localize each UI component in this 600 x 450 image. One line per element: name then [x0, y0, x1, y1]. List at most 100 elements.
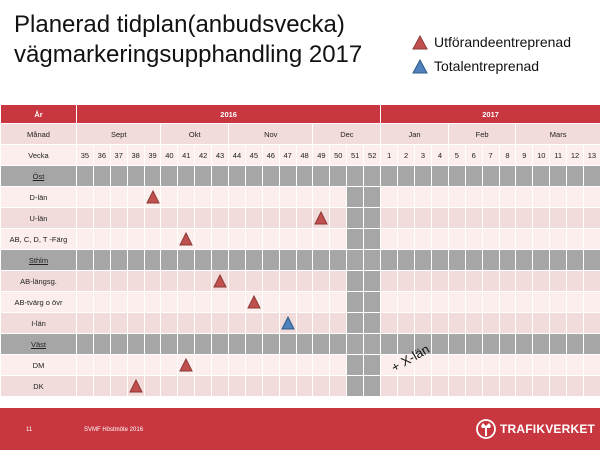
grid-cell [430, 270, 449, 292]
grid-cell [228, 312, 246, 334]
grid-cell [447, 312, 466, 334]
grid-cell [244, 228, 263, 250]
grid-cell [380, 186, 399, 208]
grid-cell [295, 333, 314, 355]
grid-cell [244, 291, 263, 313]
grid-cell [515, 249, 534, 271]
grid-cell [312, 228, 331, 250]
legend: Utförandeentreprenad Totalentreprenad [412, 30, 571, 78]
grid-cell [447, 228, 466, 250]
grid-cell [143, 291, 162, 313]
row-label: I-län [0, 312, 77, 334]
grid-cell [126, 291, 145, 313]
grid-cell [481, 333, 500, 355]
red-triangle-icon [179, 358, 194, 372]
grid-cell [76, 186, 94, 208]
grid-cell [312, 312, 331, 334]
grid-cell [228, 228, 246, 250]
grid-cell [582, 270, 600, 292]
week-cell: 4 [430, 144, 449, 166]
grid-cell [582, 312, 600, 334]
grid-cell [481, 249, 500, 271]
grid-cell [126, 354, 145, 376]
grid-cell [312, 207, 331, 229]
grid-cell [143, 249, 162, 271]
month-header: Månad [0, 123, 77, 145]
row-label: DK [0, 375, 77, 397]
grid-cell [177, 270, 196, 292]
grid-cell [194, 375, 213, 397]
grid-cell [143, 165, 162, 187]
grid-cell [329, 291, 348, 313]
grid-cell [582, 249, 600, 271]
grid-cell [76, 312, 94, 334]
red-triangle-icon [128, 379, 143, 393]
grid-cell [532, 291, 551, 313]
grid-cell [143, 333, 162, 355]
grid-cell [582, 354, 600, 376]
grid-cell [515, 333, 534, 355]
grid-cell [126, 249, 145, 271]
grid-cell [160, 228, 179, 250]
grid-cell [498, 354, 517, 376]
week-cell: 47 [278, 144, 297, 166]
grid-cell [160, 375, 179, 397]
grid-cell [194, 165, 213, 187]
trafikverket-logo: TRAFIKVERKET [476, 417, 595, 441]
grid-cell [498, 186, 517, 208]
grid-cell [261, 375, 280, 397]
grid-cell [549, 375, 568, 397]
grid-cell [346, 270, 365, 292]
red-triangle-icon [247, 295, 261, 309]
grid-cell [76, 333, 94, 355]
schedule-row: I-län [0, 312, 600, 334]
grid-cell [363, 207, 382, 229]
grid-cell [329, 186, 348, 208]
week-row: Vecka 35 36 37 38 39 40 41 42 43 44 45 46 47 48 49 50 51 5… [0, 144, 600, 166]
grid-cell [363, 186, 382, 208]
grid-cell [515, 375, 534, 397]
region-row: Sthlm [0, 249, 600, 271]
grid-cell [228, 207, 246, 229]
grid-cell [160, 165, 179, 187]
grid-cell [498, 207, 517, 229]
grid-cell [194, 249, 213, 271]
grid-cell [566, 375, 584, 397]
week-cell: 37 [109, 144, 128, 166]
grid-cell [532, 312, 551, 334]
logo-text: TRAFIKVERKET [500, 422, 596, 436]
grid-cell [295, 270, 314, 292]
grid-cell [498, 228, 517, 250]
week-cell: 7 [481, 144, 500, 166]
grid-cell [278, 333, 297, 355]
legend-label: Utförandeentreprenad [434, 34, 571, 50]
grid-cell [498, 312, 517, 334]
grid-cell [397, 228, 416, 250]
grid-cell [447, 333, 466, 355]
grid-cell [194, 270, 213, 292]
grid-cell [515, 312, 534, 334]
grid-cell [92, 249, 111, 271]
grid-cell [464, 312, 483, 334]
week-cell: 51 [346, 144, 365, 166]
grid-cell [481, 354, 500, 376]
row-label: DM [0, 354, 77, 376]
grid-cell [160, 291, 179, 313]
grid-cell [177, 249, 196, 271]
grid-cell [211, 207, 230, 229]
grid-cell [194, 312, 213, 334]
week-cell: 6 [464, 144, 483, 166]
grid-cell [109, 186, 128, 208]
footer: 11 SVMF Höstmöte 2016 TRAFIKVERKET [0, 408, 600, 450]
grid-cell [194, 333, 213, 355]
row-label: D-län [0, 186, 77, 208]
schedule-row: AB-tvärg o övr [0, 291, 600, 313]
grid-cell [109, 165, 128, 187]
slide-title: Planerad tidplan(anbudsvecka) vägmarkeri… [14, 10, 362, 70]
grid-cell [177, 333, 196, 355]
month-cell: Mars [515, 123, 600, 145]
grid-cell [414, 291, 432, 313]
grid-cell [211, 249, 230, 271]
week-cell: 8 [498, 144, 517, 166]
grid-cell [76, 291, 94, 313]
